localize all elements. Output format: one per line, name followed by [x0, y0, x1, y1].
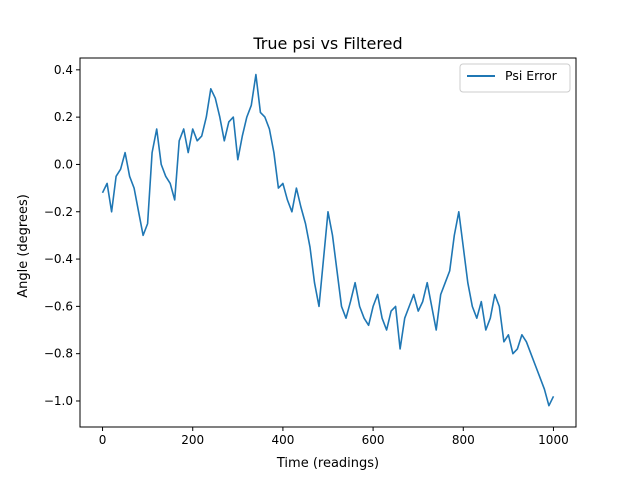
x-tick-label: 800: [452, 433, 475, 447]
y-tick-label: 0.4: [54, 63, 73, 77]
chart-title: True psi vs Filtered: [252, 34, 402, 53]
x-axis-title: Time (readings): [276, 456, 379, 471]
x-tick-label: 200: [181, 433, 204, 447]
y-tick-label: 0.0: [54, 157, 73, 171]
x-tick-label: 600: [362, 433, 385, 447]
plot-area: 0 200 400 600 800 1000 0.4 0.2 0.0 −0.2 −0.4 −0.6 −0…: [44, 57, 577, 447]
y-tick-label: −0.8: [44, 347, 73, 361]
y-tick-label: 0.2: [54, 110, 73, 124]
series-line-psi-error: [101, 73, 555, 407]
y-tick-label: −1.0: [44, 394, 73, 408]
x-tick-label: 400: [271, 433, 294, 447]
legend: Psi Error: [459, 63, 571, 93]
plot-frame: [79, 57, 577, 428]
x-tick-label: 1000: [538, 433, 569, 447]
y-tick-label: −0.4: [44, 252, 73, 266]
legend-box: [459, 63, 571, 93]
y-tick-label: −0.2: [44, 205, 73, 219]
y-tick-label: −0.6: [44, 299, 73, 313]
legend-label: Psi Error: [505, 68, 558, 83]
y-axis-title: Angle (degrees): [16, 194, 31, 298]
x-tick-label: 0: [99, 433, 107, 447]
